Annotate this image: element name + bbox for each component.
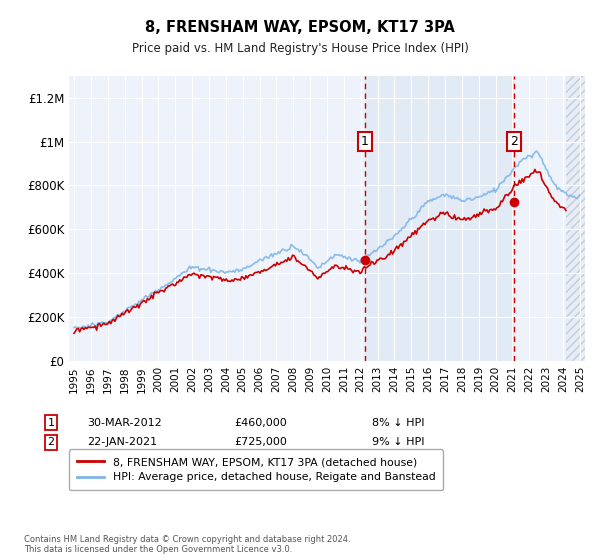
Text: 2: 2 xyxy=(47,437,55,447)
Text: 9% ↓ HPI: 9% ↓ HPI xyxy=(372,437,425,447)
Text: 30-MAR-2012: 30-MAR-2012 xyxy=(87,418,162,428)
Text: £460,000: £460,000 xyxy=(234,418,287,428)
Text: 8% ↓ HPI: 8% ↓ HPI xyxy=(372,418,425,428)
Bar xyxy=(566,76,589,361)
Legend: 8, FRENSHAM WAY, EPSOM, KT17 3PA (detached house), HPI: Average price, detached : 8, FRENSHAM WAY, EPSOM, KT17 3PA (detach… xyxy=(69,450,443,490)
Text: £725,000: £725,000 xyxy=(234,437,287,447)
Text: 1: 1 xyxy=(361,135,369,148)
Text: 22-JAN-2021: 22-JAN-2021 xyxy=(87,437,157,447)
Text: 1: 1 xyxy=(47,418,55,428)
Text: Contains HM Land Registry data © Crown copyright and database right 2024.
This d: Contains HM Land Registry data © Crown c… xyxy=(24,535,350,554)
Text: Price paid vs. HM Land Registry's House Price Index (HPI): Price paid vs. HM Land Registry's House … xyxy=(131,42,469,55)
Bar xyxy=(365,76,514,361)
Text: 8, FRENSHAM WAY, EPSOM, KT17 3PA: 8, FRENSHAM WAY, EPSOM, KT17 3PA xyxy=(145,20,455,35)
Text: 2: 2 xyxy=(510,135,518,148)
